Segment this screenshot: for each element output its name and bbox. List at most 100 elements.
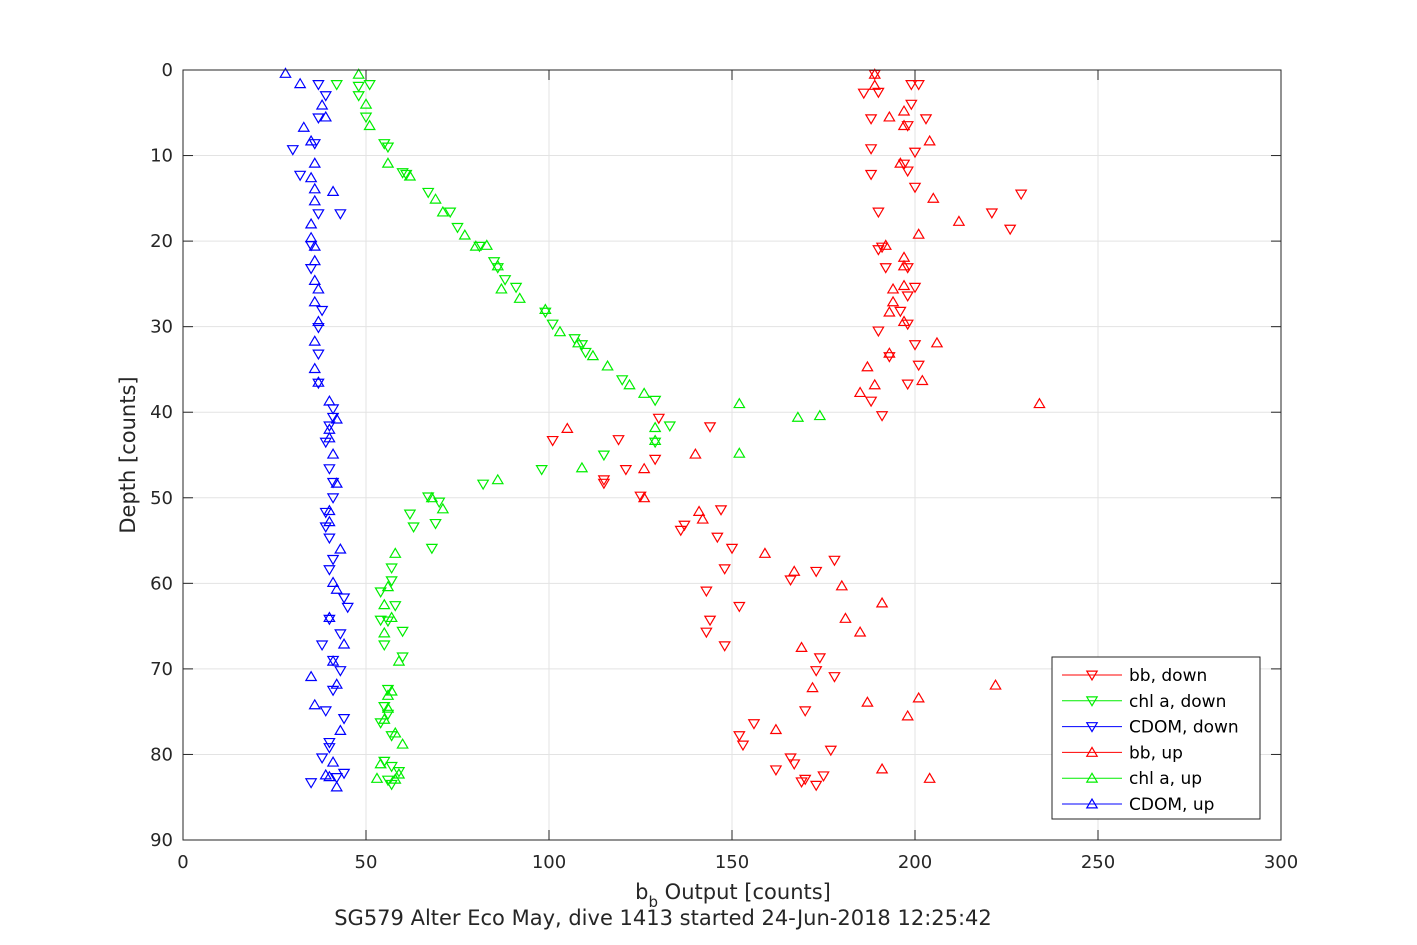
data-point <box>330 477 343 488</box>
data-point <box>857 88 871 100</box>
data-point <box>985 208 999 220</box>
data-point <box>480 239 494 250</box>
data-point <box>912 360 925 372</box>
legend-marker <box>1085 797 1099 809</box>
legend-label: chl a, down <box>1129 692 1226 712</box>
data-point <box>308 182 322 194</box>
series-5 <box>279 67 351 792</box>
x-tick-label: 0 <box>177 852 188 873</box>
y-tick-label: 60 <box>150 573 173 594</box>
data-point <box>648 395 662 407</box>
data-point <box>733 601 746 613</box>
legend-marker <box>1085 696 1099 707</box>
data-point <box>835 579 849 591</box>
data-point <box>385 576 398 587</box>
data-point <box>378 598 391 610</box>
data-point <box>451 222 464 234</box>
data-point <box>652 413 666 425</box>
data-point <box>491 473 505 485</box>
data-point <box>828 672 841 683</box>
data-point <box>539 303 552 315</box>
chart-caption: SG579 Alter Eco May, dive 1413 started 2… <box>334 906 992 930</box>
data-point <box>304 217 318 229</box>
data-point <box>901 379 914 391</box>
data-point <box>334 209 347 220</box>
data-point <box>875 242 889 254</box>
data-point <box>326 477 340 489</box>
data-point <box>674 525 688 537</box>
data-point <box>312 376 325 387</box>
data-point <box>315 640 329 652</box>
data-point <box>615 375 629 386</box>
data-point <box>809 566 823 578</box>
data-point <box>806 681 819 693</box>
data-point <box>619 465 633 476</box>
data-point <box>308 157 322 168</box>
data-point <box>400 169 413 181</box>
data-point <box>897 315 911 327</box>
data-point <box>864 169 878 181</box>
legend-label: CDOM, up <box>1129 795 1214 815</box>
data-point <box>436 205 450 217</box>
data-point <box>1014 189 1028 201</box>
data-point <box>374 587 387 599</box>
data-point <box>908 282 922 294</box>
data-point <box>901 709 914 721</box>
data-point <box>330 678 343 689</box>
data-point <box>637 387 651 398</box>
data-point <box>389 601 402 612</box>
legend-item: CDOM, up <box>1062 795 1214 815</box>
data-point <box>312 378 325 390</box>
data-point <box>341 602 354 614</box>
data-point <box>546 319 559 331</box>
data-point <box>389 547 402 558</box>
data-point <box>905 80 918 91</box>
data-point <box>912 80 925 91</box>
data-point <box>363 119 376 131</box>
legend-box <box>1051 656 1261 820</box>
data-point <box>864 396 878 408</box>
data-point <box>407 522 420 533</box>
data-point <box>312 209 325 220</box>
data-point <box>597 450 611 462</box>
data-point <box>279 67 292 78</box>
y-tick-label: 20 <box>150 231 173 252</box>
data-point <box>389 726 402 738</box>
data-point <box>579 347 592 359</box>
data-point <box>476 479 490 491</box>
data-point <box>798 706 812 717</box>
data-point <box>901 166 914 178</box>
data-point <box>648 454 662 466</box>
data-point <box>425 543 439 555</box>
data-point <box>443 207 457 219</box>
data-point <box>883 347 896 358</box>
data-point <box>769 765 783 776</box>
y-tick-label: 10 <box>150 146 173 167</box>
x-tick-label: 50 <box>355 852 378 873</box>
data-point <box>308 335 322 346</box>
data-point <box>469 240 483 251</box>
y-tick-label: 0 <box>162 60 173 81</box>
data-point <box>553 325 567 337</box>
data-point <box>733 397 746 409</box>
data-point <box>363 80 376 91</box>
data-point <box>916 374 929 386</box>
data-point <box>403 509 417 521</box>
data-point <box>396 168 409 179</box>
data-point <box>952 215 966 226</box>
data-point <box>308 194 322 206</box>
data-point <box>432 497 446 509</box>
data-point <box>795 641 808 653</box>
data-point <box>293 170 307 182</box>
data-point <box>824 745 838 757</box>
data-point <box>718 641 731 652</box>
data-point <box>334 629 347 640</box>
data-point <box>334 724 347 735</box>
data-point <box>392 655 406 666</box>
data-point <box>901 121 914 132</box>
x-tick-label: 150 <box>715 852 749 873</box>
data-point <box>637 491 651 503</box>
data-point <box>304 778 318 789</box>
data-point <box>927 192 940 203</box>
x-axis-label-subscript: b <box>648 893 658 911</box>
